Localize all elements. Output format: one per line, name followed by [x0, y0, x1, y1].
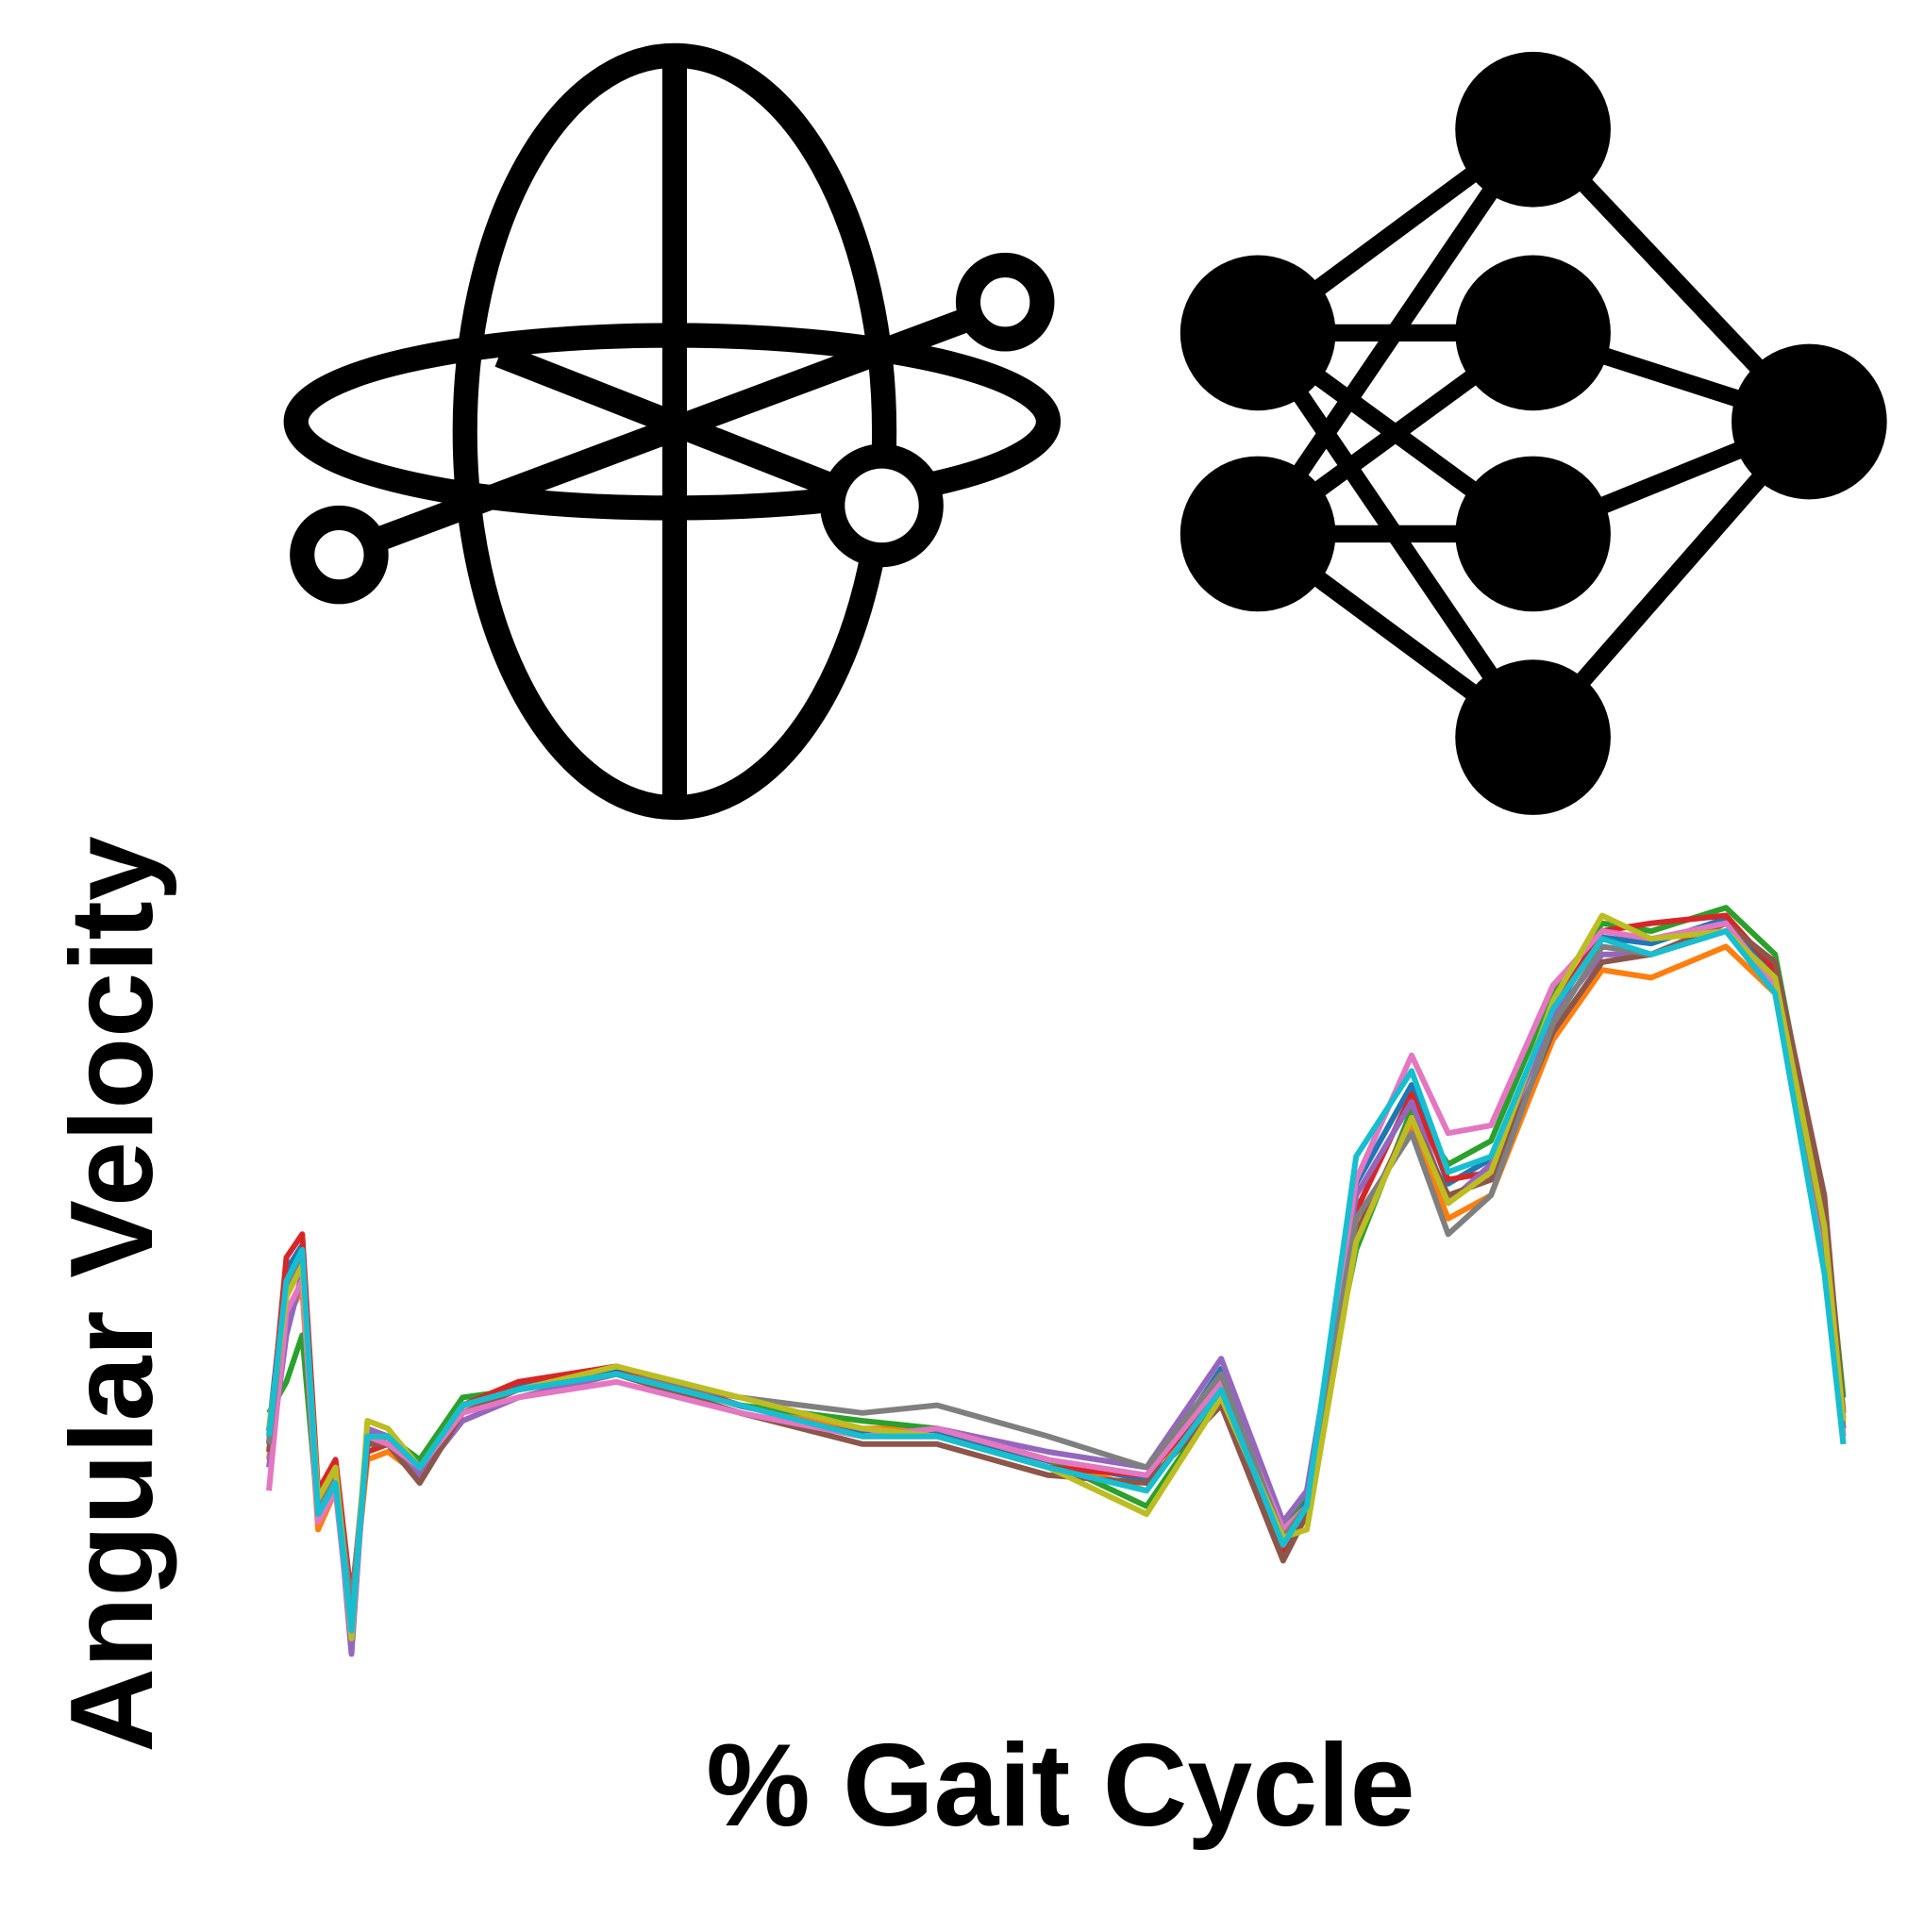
- network-icon: [1179, 51, 1887, 815]
- series-line: [266, 912, 1847, 1603]
- y-axis-label: Angular Velocity: [47, 836, 177, 1753]
- network-nodes: [1179, 51, 1887, 815]
- atom-particle: [290, 505, 389, 605]
- atom-particle: [820, 443, 944, 568]
- x-axis-label: % Gait Cycle: [706, 1721, 1414, 1851]
- icons: [283, 42, 1887, 821]
- atom-line: [494, 343, 856, 505]
- series-line: [266, 920, 1847, 1626]
- atom-icon: [283, 42, 1062, 821]
- series-line: [266, 912, 1847, 1641]
- atom-particle: [955, 252, 1055, 352]
- series-line: [266, 943, 1847, 1619]
- series-line: [266, 920, 1847, 1641]
- series-line: [266, 928, 1847, 1610]
- series-line: [266, 915, 1847, 1643]
- series-line: [266, 928, 1847, 1634]
- plot-area: [266, 905, 1847, 1657]
- series-line: [266, 905, 1847, 1634]
- series-line: [266, 928, 1847, 1657]
